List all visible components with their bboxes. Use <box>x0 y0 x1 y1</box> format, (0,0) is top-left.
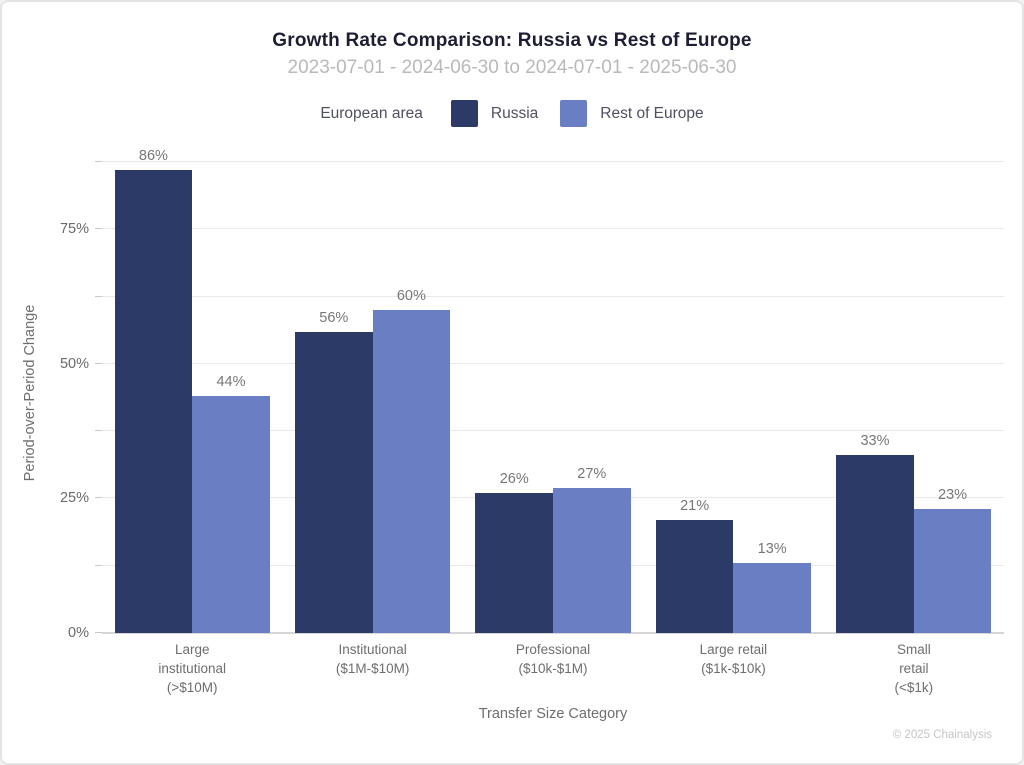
y-axis-tick-label: 25% <box>59 490 89 507</box>
y-axis-tick-label: 50% <box>59 355 89 372</box>
bar-group: 21% 13% <box>643 153 823 633</box>
y-axis-tick <box>95 497 102 499</box>
bar-value-label: 21% <box>680 498 710 514</box>
bar-russia: 33% <box>836 433 914 633</box>
copyright-note: © 2025 Chainalysis <box>892 729 992 741</box>
legend-item-label: Rest of Europe <box>600 104 704 122</box>
bar-russia: 56% <box>295 310 373 633</box>
x-axis-category-label: Professional ($10k-$1M) <box>515 642 591 676</box>
bar-group: 56% 60% <box>282 153 462 633</box>
chart-title: Growth Rate Comparison: Russia vs Rest o… <box>272 30 752 51</box>
bar-group: 33% 23% <box>824 153 1004 633</box>
x-axis-labels: Large institutional (>$10M) Institutional… <box>102 641 1004 698</box>
russia-color-swatch <box>450 100 478 127</box>
bar-rest-of-europe: 27% <box>552 466 631 633</box>
gridline <box>102 161 1004 163</box>
y-axis-tick <box>95 632 102 633</box>
chart-subtitle: 2023-07-01 - 2024-06-30 to 2024-07-01 - … <box>287 57 737 78</box>
bar-value-label: 26% <box>499 471 529 488</box>
x-axis-title: Transfer Size Category <box>478 705 628 722</box>
legend: European area Russia Rest of Europe <box>2 100 1022 127</box>
bar-value-label: 60% <box>396 288 426 305</box>
rest-of-europe-color-swatch <box>560 100 588 127</box>
bar-group: 86% 44% <box>102 148 282 633</box>
gridline <box>102 295 1004 297</box>
bar-value-label: 33% <box>860 433 890 450</box>
bar-rest-of-europe: 44% <box>192 374 270 633</box>
x-axis-category-label: Large retail ($1k-$10k) <box>699 642 768 676</box>
y-axis-tick <box>95 362 102 364</box>
bar-value-label: 56% <box>319 309 349 326</box>
gridline <box>102 430 1004 432</box>
bar-rest-of-europe: 60% <box>372 288 451 633</box>
bar-value-label: 44% <box>216 374 246 391</box>
y-axis-tick-label: 0% <box>68 625 89 641</box>
bar-value-label: 13% <box>757 541 787 558</box>
y-axis-tick <box>95 228 102 230</box>
bar-rest-of-europe: 23% <box>913 487 992 633</box>
gridline <box>102 228 1004 230</box>
bar-value-label: 23% <box>938 487 968 504</box>
plot-area: Period-over-Period Change 0% 25% 50% 75% 86%… <box>22 148 1004 641</box>
y-axis-tick-label: 75% <box>59 221 89 238</box>
bar-value-label: 27% <box>577 465 607 482</box>
bar-rest-of-europe: 13% <box>733 541 811 633</box>
bar-russia: 86% <box>114 148 193 633</box>
y-axis-tick <box>95 295 102 297</box>
y-axis-title: Period-over-Period Change <box>22 304 38 482</box>
x-axis-category-label: Institutional ($1M-$10M) <box>335 642 410 676</box>
legend-item-russia: Russia <box>450 100 539 127</box>
bar-value-label: 86% <box>138 148 168 165</box>
x-axis-line <box>102 632 1004 634</box>
legend-item-label: Russia <box>490 104 539 122</box>
y-axis-tick <box>95 564 102 566</box>
gridline <box>102 362 1004 364</box>
y-axis-tick <box>95 161 102 163</box>
y-axis-tick <box>95 430 102 432</box>
legend-title: European area <box>320 104 423 122</box>
x-axis-category-label: Large institutional (>$10M) <box>158 642 226 695</box>
legend-item-rest-of-europe: Rest of Europe <box>560 100 704 127</box>
x-axis-category-label: Small retail (<$1k) <box>894 642 934 695</box>
bar-group: 26% 27% <box>463 153 643 633</box>
bar-russia: 26% <box>475 471 553 633</box>
bar-russia: 21% <box>655 498 734 633</box>
